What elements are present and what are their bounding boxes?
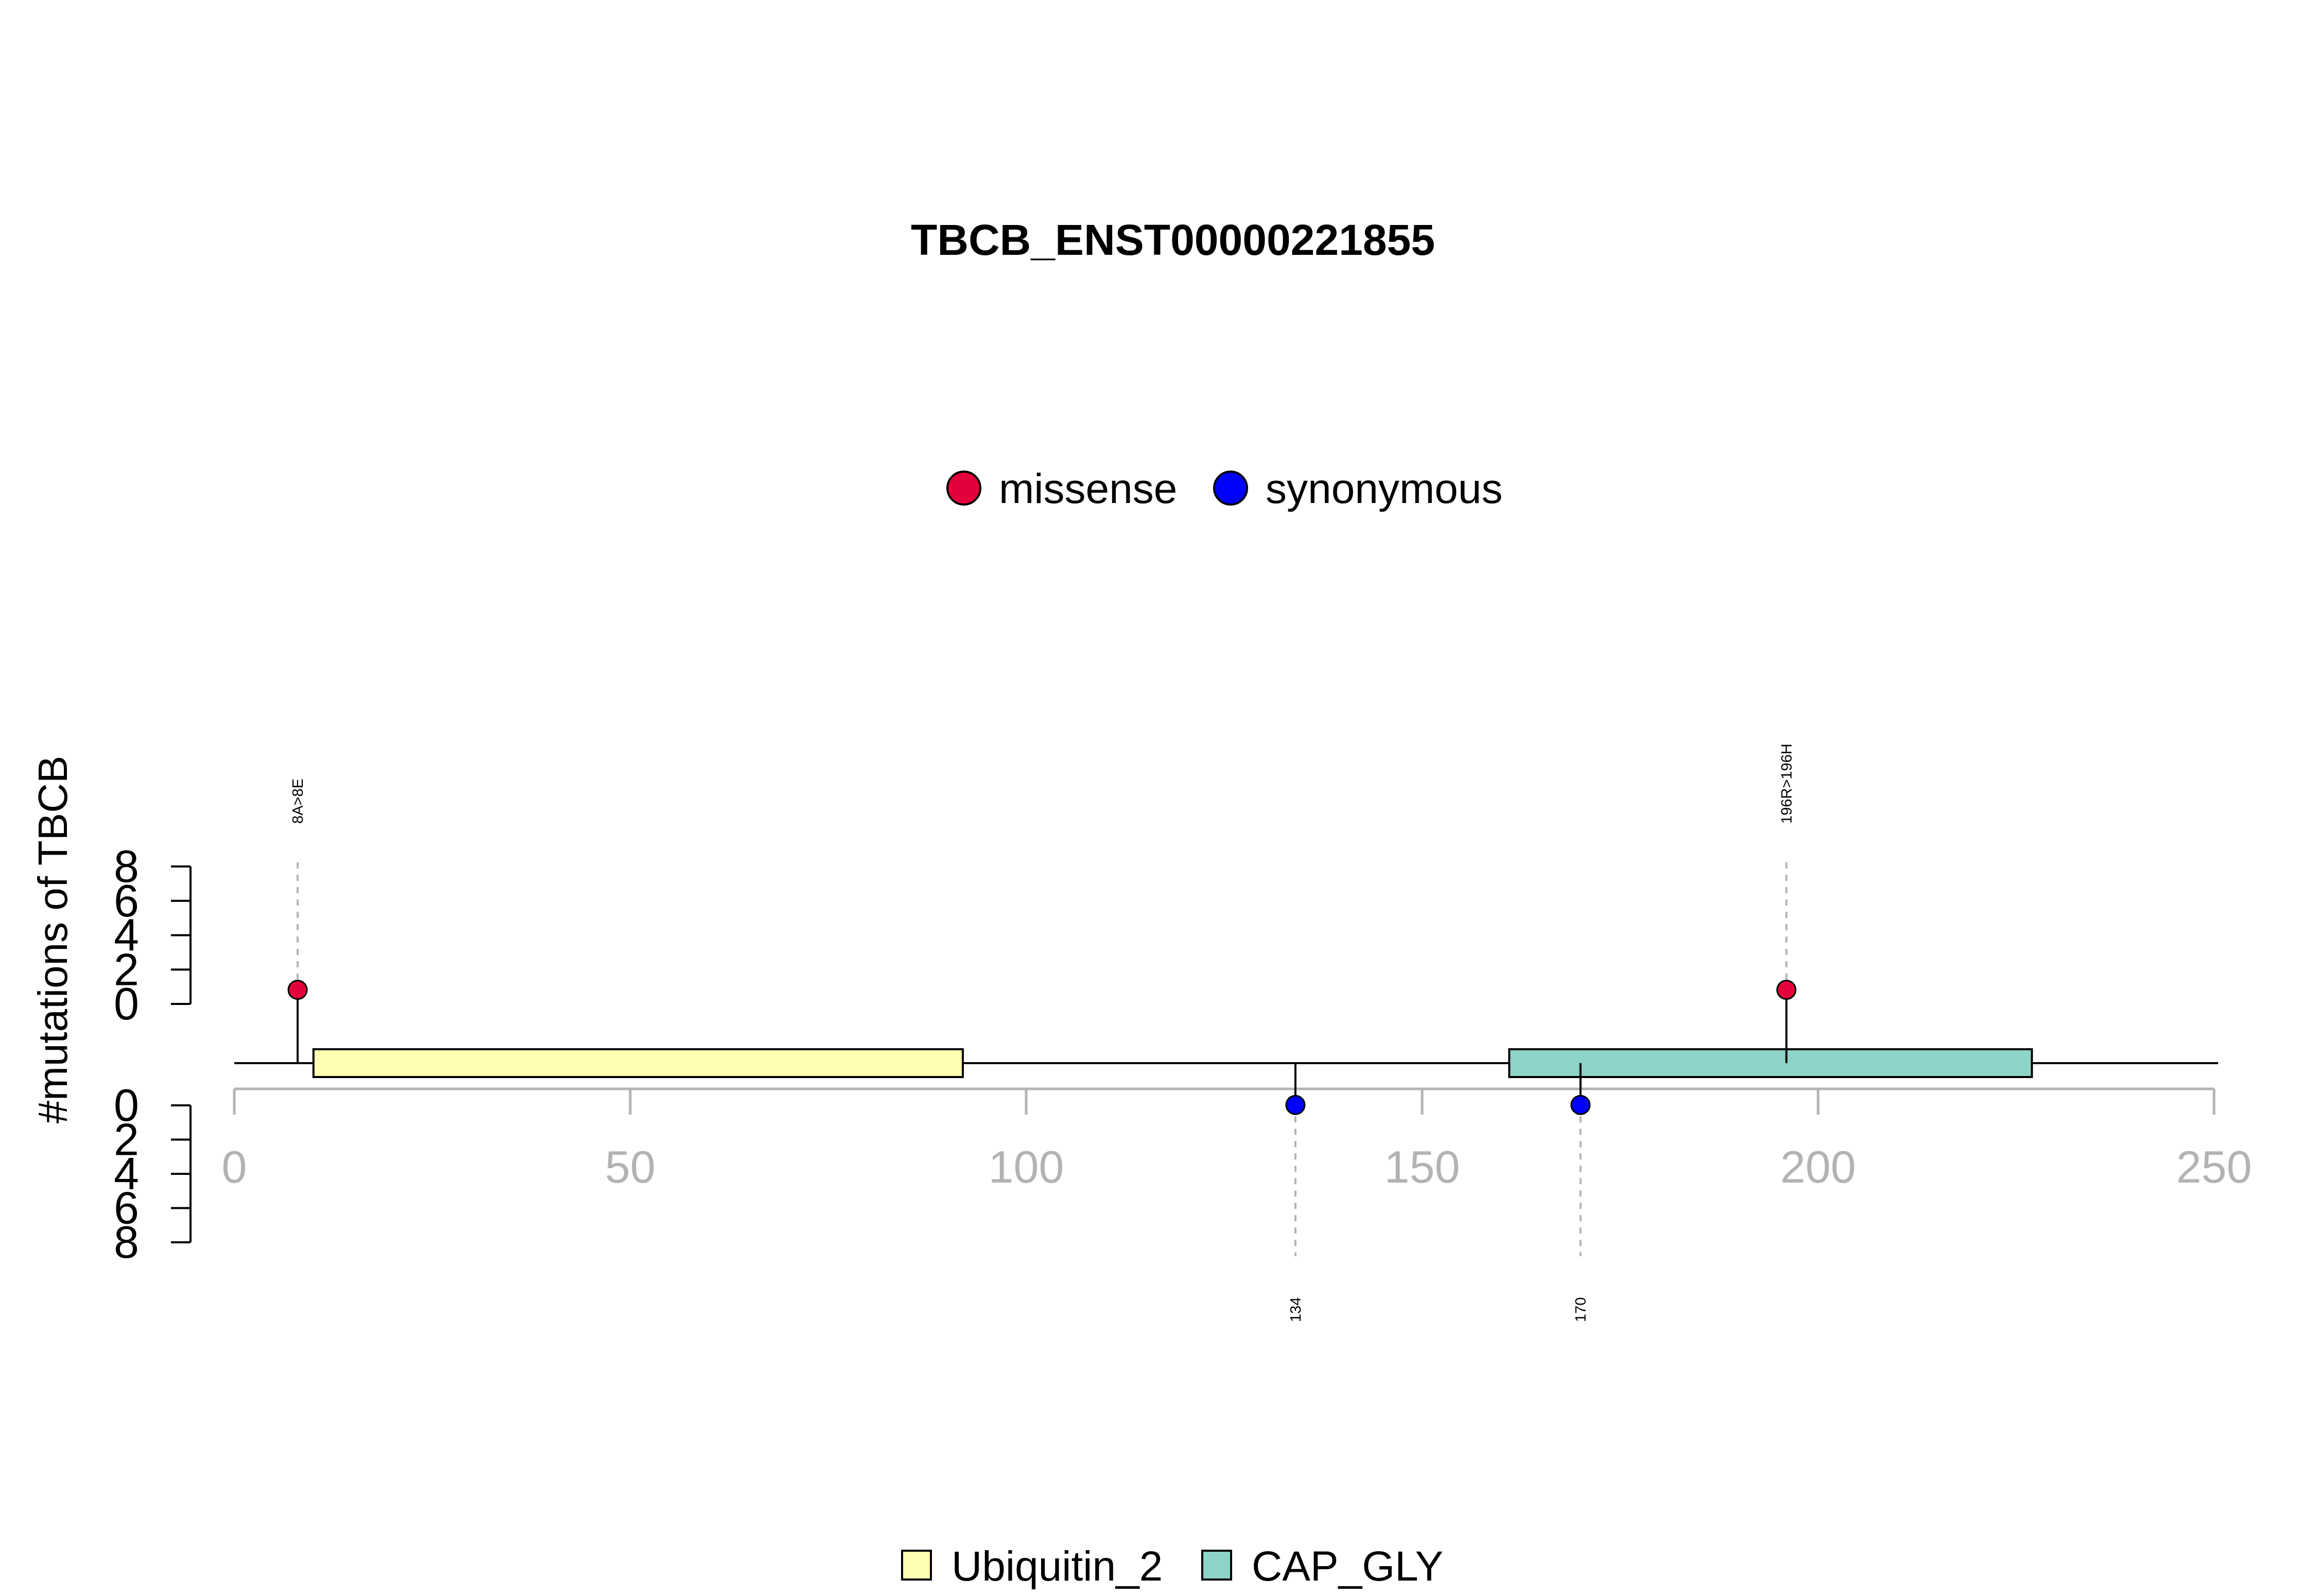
protein-domains: [312, 1048, 2033, 1078]
x-axis-tick-label: 0: [222, 1141, 247, 1192]
y-bottom-tick-label: 8: [114, 1217, 139, 1268]
mutation-head: [1776, 980, 1796, 1000]
chart-title: TBCB_ENST00000221855: [911, 216, 1435, 264]
y-bottom-tick-label: 4: [114, 1148, 139, 1199]
legend-synonymous-label: synonymous: [1266, 465, 1502, 512]
mutation-label: 196R>196H: [1778, 743, 1795, 824]
legend-capgly-swatch: [1201, 1550, 1232, 1581]
mutation-label: 134: [1288, 1297, 1304, 1322]
domain-cap-gly: [1508, 1048, 2033, 1078]
y-bottom-tick-label: 2: [114, 1114, 139, 1165]
y-top-tick-label: 2: [114, 944, 139, 995]
legend-ubiquitin-label: Ubiquitin_2: [952, 1543, 1163, 1590]
legend-synonymous-swatch: [1213, 471, 1248, 506]
y-top-tick-label: 4: [114, 910, 139, 961]
y-top-tick-label: 6: [114, 875, 139, 926]
x-axis: 0 50 100 150 200 250: [222, 1087, 2252, 1192]
mutation-head: [287, 980, 308, 1000]
y-top-tick-label: 0: [114, 978, 139, 1029]
mutation-label: 170: [1573, 1297, 1589, 1322]
legend-capgly-label: CAP_GLY: [1252, 1543, 1443, 1590]
mutation-head: [1285, 1095, 1306, 1115]
mutation-head: [1570, 1095, 1591, 1115]
y-top-tick-label: 8: [114, 841, 139, 892]
y-bottom-tick-label: 0: [114, 1080, 139, 1131]
mutation-legend: missense synonymous: [946, 465, 1502, 512]
y-axis-label: #mutations of TBCB: [30, 756, 76, 1123]
mutation-label: 8A>8E: [290, 778, 306, 824]
x-axis-tick-label: 200: [1780, 1141, 1856, 1192]
domain-ubiquitin-2: [312, 1048, 964, 1078]
x-axis-tick-label: 100: [989, 1141, 1064, 1192]
domain-legend: Ubiquitin_2 CAP_GLY: [901, 1543, 1443, 1590]
x-axis-tick-label: 250: [2176, 1141, 2252, 1192]
legend-ubiquitin-swatch: [901, 1550, 932, 1581]
y-bottom-tick-label: 6: [114, 1183, 139, 1234]
x-axis-tick-label: 150: [1385, 1141, 1460, 1192]
legend-missense-label: missense: [999, 465, 1177, 512]
mutation-lollipops: 8A>8E 196R>196H 134 170: [287, 743, 1796, 1322]
legend-missense-swatch: [946, 471, 981, 506]
x-axis-tick-label: 50: [605, 1141, 655, 1192]
